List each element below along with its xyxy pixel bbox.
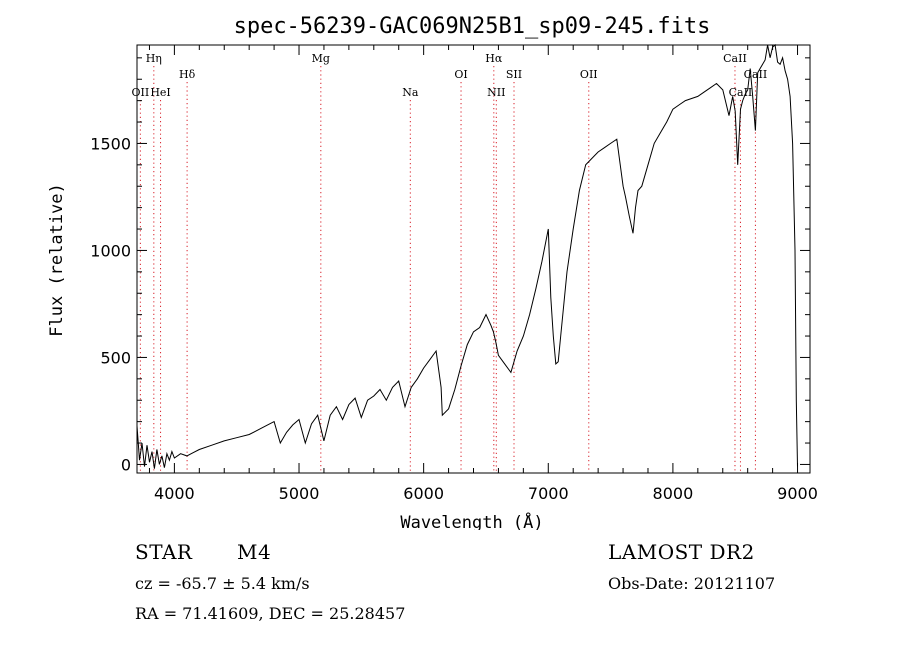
y-tick-label: 500 [100,348,131,367]
y-tick-label: 1000 [90,241,131,260]
survey-name: LAMOST DR2 [608,540,755,564]
emission-line-markers [139,66,756,473]
y-tick-label: 1500 [90,134,131,153]
emission-line-label: CaII [744,68,768,81]
y-axis: 0 500 1000 1500 [90,57,810,474]
emission-line-label: Na [402,86,419,99]
emission-line-label: NII [487,86,505,99]
emission-line-label: CaII [723,52,747,65]
object-subclass: M4 [237,540,272,564]
emission-line-label: SII [506,68,522,81]
emission-line-label: CaII [729,86,753,99]
emission-line-label: OII [580,68,598,81]
x-tick-label: 4000 [154,484,195,503]
emission-line-label: Mg [312,52,330,65]
x-tick-label: 6000 [403,484,444,503]
emission-line-label: Hδ [179,68,196,81]
obs-date: Obs-Date: 20121107 [608,574,776,593]
x-tick-label: 5000 [279,484,320,503]
spectrum-line [136,44,798,469]
emission-line-label: Hα [485,52,503,65]
emission-line-label: OII [132,86,150,99]
x-tick-label: 9000 [777,484,818,503]
plot-frame [136,44,811,474]
chart-title: spec-56239-GAC069N25B1_sp09-245.fits [234,14,711,39]
object-class: STAR [135,540,193,564]
redshift-text: cz = -65.7 ± 5.4 km/s [135,574,310,593]
spectrum-chart: spec-56239-GAC069N25B1_sp09-245.fits Hη O… [47,14,818,530]
x-axis: 4000 5000 6000 7000 8000 9000 [148,45,818,503]
x-tick-label: 7000 [528,484,569,503]
y-tick-label: 0 [121,455,131,474]
emission-line-label: Hη [146,52,162,65]
x-axis-label: Wavelength (Å) [400,511,543,530]
emission-line-label: HeI [150,86,170,99]
coordinates: RA = 71.41609, DEC = 25.28457 [135,604,406,623]
emission-line-label: OI [454,68,467,81]
x-tick-label: 8000 [653,484,694,503]
y-axis-label: Flux (relative) [47,183,67,337]
